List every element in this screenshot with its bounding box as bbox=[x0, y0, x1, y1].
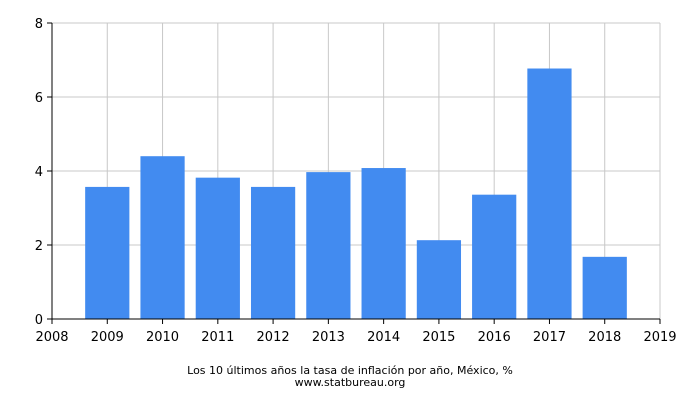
bar-2010 bbox=[140, 156, 185, 319]
bar-2016 bbox=[472, 194, 517, 319]
x-tick-label: 2015 bbox=[422, 330, 455, 345]
bar-2012 bbox=[250, 186, 296, 319]
bar-2009 bbox=[85, 186, 130, 319]
tick-labels: 2008 2009 2010 2011 2012 2013 2014 2015 2016 2017… bbox=[35, 17, 677, 345]
y-tick-label: 0 bbox=[35, 313, 43, 328]
bar-2017 bbox=[527, 68, 572, 319]
bar-2013 bbox=[306, 172, 351, 319]
x-tick-label: 2016 bbox=[478, 330, 511, 345]
x-tick-label: 2008 bbox=[35, 330, 68, 345]
bar-2018 bbox=[582, 256, 627, 319]
chart-caption: Los 10 últimos años la tasa de inflación… bbox=[187, 364, 513, 377]
y-tick-label: 6 bbox=[35, 91, 43, 106]
axes bbox=[47, 22, 661, 324]
bar-series bbox=[85, 68, 627, 319]
bar-2011 bbox=[195, 177, 240, 319]
y-tick-label: 2 bbox=[35, 239, 43, 254]
x-tick-label: 2012 bbox=[257, 330, 290, 345]
x-tick-label: 2019 bbox=[643, 330, 676, 345]
x-tick-label: 2010 bbox=[146, 330, 179, 345]
source-url: www.statbureau.org bbox=[294, 376, 406, 389]
x-tick-label: 2014 bbox=[367, 330, 400, 345]
bar-2014 bbox=[361, 168, 406, 319]
x-tick-label: 2009 bbox=[91, 330, 124, 345]
x-tick-label: 2017 bbox=[533, 330, 566, 345]
y-tick-label: 8 bbox=[35, 17, 43, 32]
x-tick-label: 2011 bbox=[201, 330, 234, 345]
bar-2015 bbox=[416, 240, 462, 319]
y-tick-label: 4 bbox=[35, 165, 43, 180]
x-tick-label: 2018 bbox=[588, 330, 621, 345]
x-tick-label: 2013 bbox=[312, 330, 345, 345]
